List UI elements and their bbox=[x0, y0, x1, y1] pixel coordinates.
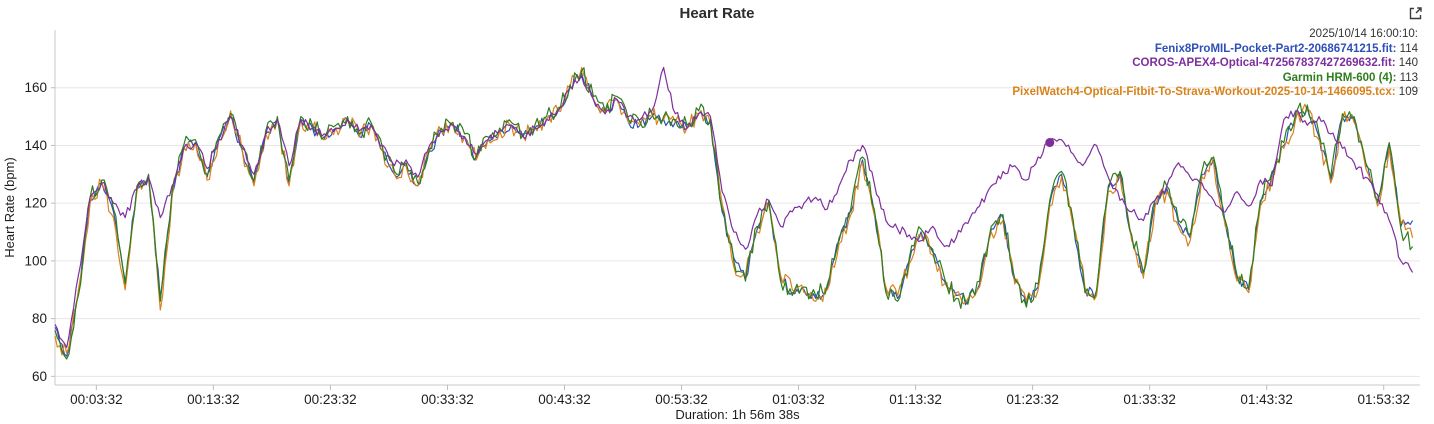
legend-item: Garmin HRM-600 (4): 113 bbox=[1012, 71, 1418, 86]
y-axis-title: Heart Rate (bpm) bbox=[2, 157, 17, 257]
x-tick-label: 01:23:32 bbox=[1006, 392, 1059, 407]
x-tick-label: 00:33:32 bbox=[421, 392, 474, 407]
y-tick-label: 140 bbox=[24, 138, 47, 153]
series-line bbox=[54, 67, 1414, 360]
legend-series-value: 114 bbox=[1396, 42, 1418, 55]
legend-series-value: 109 bbox=[1395, 86, 1418, 98]
y-tick-label: 100 bbox=[24, 253, 47, 268]
legend-series-value: 140 bbox=[1395, 57, 1418, 69]
y-tick-label: 60 bbox=[32, 369, 47, 384]
x-tick-label: 01:13:32 bbox=[889, 392, 942, 407]
x-tick-label: 01:53:32 bbox=[1357, 392, 1410, 407]
x-tick-label: 00:23:32 bbox=[304, 392, 357, 407]
x-tick-label: 01:03:32 bbox=[772, 392, 825, 407]
hover-marker bbox=[1045, 138, 1055, 148]
open-in-new-icon[interactable] bbox=[1408, 6, 1423, 21]
x-tick-label: 00:53:32 bbox=[655, 392, 708, 407]
x-tick-label: 00:43:32 bbox=[538, 392, 591, 407]
chart-title: Heart Rate bbox=[679, 5, 755, 22]
legend-series-label: PixelWatch4-Optical-Fitbit-To-Strava-Wor… bbox=[1012, 86, 1396, 98]
y-tick-label: 80 bbox=[32, 311, 47, 326]
x-tick-label: 00:13:32 bbox=[187, 392, 240, 407]
legend-timestamp: 2025/10/14 16:00:10: bbox=[1309, 28, 1418, 40]
legend-series-value: 113 bbox=[1396, 71, 1418, 84]
series-line bbox=[54, 66, 1414, 356]
series-line bbox=[54, 72, 1414, 357]
y-tick-label: 120 bbox=[24, 196, 47, 211]
x-tick-label: 01:43:32 bbox=[1240, 392, 1293, 407]
legend-item: COROS-APEX4-Optical-472567837427269632.f… bbox=[1012, 56, 1418, 71]
x-axis-title: Duration: 1h 56m 38s bbox=[675, 407, 800, 422]
legend-series-label: Garmin HRM-600 (4): bbox=[1282, 71, 1397, 84]
legend-series-label: Fenix8ProMIL-Pocket-Part2-20686741215.fi… bbox=[1154, 42, 1397, 55]
legend-series-label: COROS-APEX4-Optical-472567837427269632.f… bbox=[1132, 57, 1396, 69]
chart-legend: 2025/10/14 16:00:10: Fenix8ProMIL-Pocket… bbox=[1012, 27, 1418, 100]
x-tick-label: 00:03:32 bbox=[70, 392, 123, 407]
x-tick-label: 01:33:32 bbox=[1123, 392, 1176, 407]
y-tick-label: 160 bbox=[24, 80, 47, 95]
series-line bbox=[54, 66, 1414, 349]
legend-item: PixelWatch4-Optical-Fitbit-To-Strava-Wor… bbox=[1012, 85, 1418, 100]
legend-item: Fenix8ProMIL-Pocket-Part2-20686741215.fi… bbox=[1012, 42, 1418, 57]
